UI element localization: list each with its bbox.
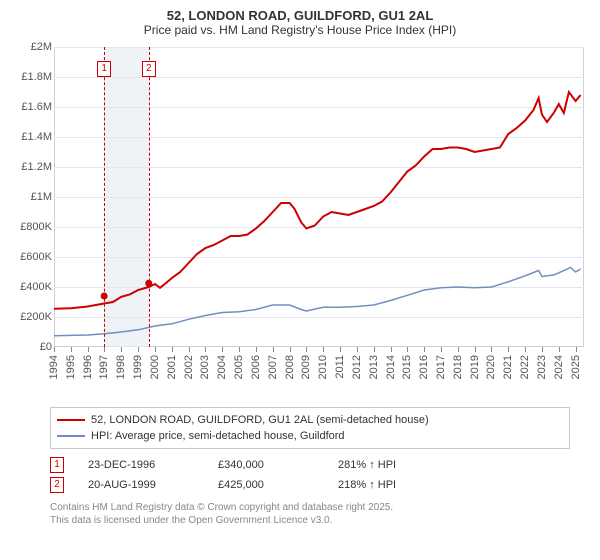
x-tick-label: 2018 bbox=[452, 355, 464, 379]
legend-item: HPI: Average price, semi-detached house,… bbox=[57, 428, 563, 444]
chart-area: £0 £200K £400K £600K £800K £1M £1.2M £1.4M £1.6M… bbox=[12, 41, 592, 401]
x-tick-label: 2005 bbox=[233, 355, 245, 379]
sales-row: 1 23-DEC-1996 £340,000 281% ↑ HPI bbox=[50, 455, 588, 475]
sale-price: £425,000 bbox=[218, 479, 338, 491]
y-tick-label: £1.8M bbox=[12, 71, 52, 83]
x-tick-label: 2004 bbox=[216, 355, 228, 379]
x-tick-label: 2016 bbox=[418, 355, 430, 379]
x-tick-label: 2025 bbox=[570, 355, 582, 379]
chart-title: 52, LONDON ROAD, GUILDFORD, GU1 2AL bbox=[8, 8, 592, 23]
y-tick-label: £1M bbox=[12, 191, 52, 203]
x-tick-label: 2011 bbox=[334, 355, 346, 379]
footer-license: This data is licensed under the Open Gov… bbox=[50, 514, 588, 527]
x-tick-label: 2017 bbox=[435, 355, 447, 379]
x-tick-label: 2021 bbox=[502, 355, 514, 379]
x-tick-label: 1998 bbox=[115, 355, 127, 379]
x-tick-label: 2000 bbox=[149, 355, 161, 379]
y-tick-label: £1.2M bbox=[12, 161, 52, 173]
y-tick-label: £1.4M bbox=[12, 131, 52, 143]
legend-swatch bbox=[57, 419, 85, 421]
sales-table: 1 23-DEC-1996 £340,000 281% ↑ HPI 2 20-A… bbox=[50, 455, 588, 495]
x-tick-label: 2020 bbox=[485, 355, 497, 379]
x-tick-label: 1994 bbox=[48, 355, 60, 379]
x-tick-label: 1999 bbox=[132, 355, 144, 379]
x-tick-label: 2006 bbox=[250, 355, 262, 379]
x-tick-label: 2010 bbox=[317, 355, 329, 379]
x-tick-label: 2009 bbox=[300, 355, 312, 379]
x-tick-label: 1996 bbox=[82, 355, 94, 379]
sale-price: £340,000 bbox=[218, 459, 338, 471]
sale-pct: 281% ↑ HPI bbox=[338, 459, 458, 471]
x-tick-label: 2013 bbox=[368, 355, 380, 379]
x-tick-label: 2019 bbox=[469, 355, 481, 379]
sales-row: 2 20-AUG-1999 £425,000 218% ↑ HPI bbox=[50, 475, 588, 495]
chart-marker-1: 1 bbox=[97, 61, 111, 77]
footer-copyright: Contains HM Land Registry data © Crown c… bbox=[50, 501, 588, 514]
y-tick-label: £2M bbox=[12, 41, 52, 53]
x-tick-label: 2003 bbox=[199, 355, 211, 379]
y-tick-label: £800K bbox=[12, 221, 52, 233]
x-tick-label: 2001 bbox=[166, 355, 178, 379]
x-tick-label: 2007 bbox=[267, 355, 279, 379]
legend-label: HPI: Average price, semi-detached house,… bbox=[91, 430, 345, 442]
x-tick-label: 1997 bbox=[98, 355, 110, 379]
legend-item: 52, LONDON ROAD, GUILDFORD, GU1 2AL (sem… bbox=[57, 412, 563, 428]
sale-marker-icon: 1 bbox=[50, 457, 64, 473]
chart-svg bbox=[12, 41, 592, 401]
legend-label: 52, LONDON ROAD, GUILDFORD, GU1 2AL (sem… bbox=[91, 414, 429, 426]
x-tick-label: 1995 bbox=[65, 355, 77, 379]
legend: 52, LONDON ROAD, GUILDFORD, GU1 2AL (sem… bbox=[50, 407, 570, 449]
legend-swatch bbox=[57, 435, 85, 437]
x-tick-label: 2014 bbox=[385, 355, 397, 379]
y-tick-label: £0 bbox=[12, 341, 52, 353]
footer: Contains HM Land Registry data © Crown c… bbox=[50, 501, 588, 527]
chart-titles: 52, LONDON ROAD, GUILDFORD, GU1 2AL Pric… bbox=[8, 8, 592, 37]
sale-pct: 218% ↑ HPI bbox=[338, 479, 458, 491]
sale-date: 23-DEC-1996 bbox=[88, 459, 218, 471]
x-tick-label: 2024 bbox=[553, 355, 565, 379]
x-tick-label: 2008 bbox=[284, 355, 296, 379]
y-tick-label: £200K bbox=[12, 311, 52, 323]
y-tick-label: £400K bbox=[12, 281, 52, 293]
x-tick-label: 2012 bbox=[351, 355, 363, 379]
y-tick-label: £600K bbox=[12, 251, 52, 263]
x-tick-label: 2015 bbox=[401, 355, 413, 379]
x-tick-label: 2023 bbox=[536, 355, 548, 379]
x-tick-label: 2022 bbox=[519, 355, 531, 379]
chart-subtitle: Price paid vs. HM Land Registry's House … bbox=[8, 23, 592, 37]
chart-marker-2: 2 bbox=[142, 61, 156, 77]
y-tick-label: £1.6M bbox=[12, 101, 52, 113]
sale-marker-icon: 2 bbox=[50, 477, 64, 493]
sale-date: 20-AUG-1999 bbox=[88, 479, 218, 491]
chart-container: { "title": "52, LONDON ROAD, GUILDFORD, … bbox=[0, 0, 600, 535]
x-tick-label: 2002 bbox=[183, 355, 195, 379]
